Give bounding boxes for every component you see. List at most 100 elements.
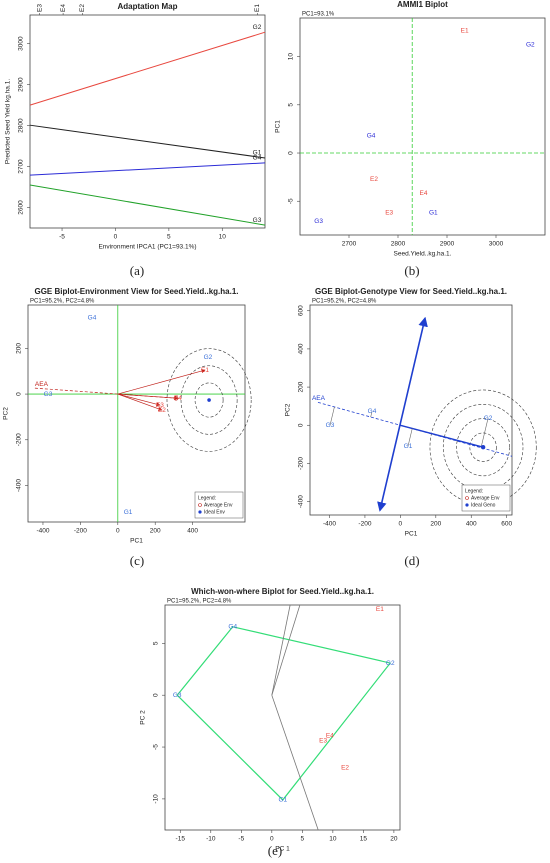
- ideal-point: [480, 445, 486, 450]
- genotype-label: G1: [278, 797, 287, 804]
- environment-label: E4: [326, 732, 334, 739]
- legend-title: Legend:: [465, 488, 483, 494]
- sector-line: [271, 604, 291, 696]
- y-tick-label: -5: [288, 198, 295, 204]
- x-tick-label: -10: [206, 836, 216, 843]
- x-tick-label: -200: [74, 528, 87, 535]
- y-axis-label: PC2: [3, 407, 10, 420]
- y-tick-label: 0: [298, 423, 305, 427]
- plot-frame: [164, 604, 401, 831]
- legend-title: Legend:: [198, 495, 216, 501]
- y-tick-label: 400: [298, 343, 305, 354]
- series-label: G1: [253, 150, 262, 157]
- y-tick-label: -200: [298, 457, 305, 470]
- y-tick-label: -400: [16, 479, 23, 492]
- y-tick-label: 0: [288, 151, 295, 155]
- x-tick-label: -400: [323, 521, 336, 528]
- sector-line: [271, 695, 319, 831]
- y-tick-label: 200: [16, 343, 23, 354]
- x-tick-label: -15: [176, 836, 186, 843]
- plot-frame: [29, 14, 266, 229]
- series-line: [29, 31, 266, 106]
- y-tick-label: 0: [153, 693, 160, 697]
- series-label: G2: [253, 24, 262, 31]
- x-tick-label: -5: [238, 836, 244, 843]
- genotype-label: G2: [204, 354, 213, 361]
- x-tick-label: 5: [167, 234, 171, 241]
- chart-title: Adaptation Map: [118, 2, 178, 11]
- genotype-label: G2: [526, 42, 535, 49]
- chart-title: Which-won-where Biplot for Seed.Yield..k…: [191, 587, 374, 596]
- y-tick-label: 600: [298, 305, 305, 316]
- x-axis-label: Environment IPCA1 (PC1=93.1%): [98, 244, 196, 251]
- ideal-vector: [400, 424, 484, 448]
- environment-label: E4: [174, 395, 182, 402]
- y-axis-label: Predicted Seed Yield kg.ha.1.: [5, 79, 12, 164]
- x-tick-label: -400: [36, 528, 49, 535]
- caption: (d): [404, 553, 419, 568]
- x-tick-label: 600: [501, 521, 512, 528]
- genotype-label: G3: [314, 218, 323, 225]
- polygon: [176, 626, 392, 801]
- environment-label: E1: [254, 4, 261, 12]
- ideal-circle: [456, 418, 510, 477]
- genotype-label: G4: [368, 408, 377, 415]
- x-tick-label: 10: [329, 836, 337, 843]
- x-tick-label: 0: [399, 521, 403, 528]
- chart-subtitle: PC1=95.2%, PC2=4.8%: [30, 299, 95, 305]
- caption: (b): [404, 263, 419, 278]
- chart-subtitle: PC1=95.2%, PC2=4.8%: [167, 599, 232, 605]
- series-label: G4: [253, 155, 262, 162]
- ideal-point: [207, 398, 211, 402]
- genotype-label: G1: [124, 509, 133, 516]
- y-tick-label: 2700: [18, 159, 25, 174]
- chart-title: GGE Biplot-Environment View for Seed.Yie…: [34, 287, 238, 296]
- ideal-circle: [469, 432, 497, 462]
- ideal-circle: [180, 365, 238, 435]
- y-tick-label: 3000: [18, 36, 25, 51]
- aea-line: [34, 387, 176, 399]
- x-axis-label: PC 1: [275, 846, 290, 853]
- legend-box: [461, 484, 511, 512]
- y-tick-label: -200: [16, 433, 23, 446]
- legend-marker: [198, 510, 202, 514]
- environment-label: E4: [60, 4, 67, 12]
- genotype-label: G3: [326, 422, 335, 429]
- projection: [370, 411, 373, 418]
- x-tick-label: 2900: [440, 241, 455, 248]
- legend-label: Ideal Env: [204, 509, 225, 515]
- x-tick-label: -5: [59, 234, 65, 241]
- x-tick-label: 400: [187, 528, 198, 535]
- aea-label: AEA: [35, 381, 49, 388]
- plot-frame: [309, 304, 513, 516]
- y-axis-label: PC1: [275, 120, 282, 133]
- aea-label: AEA: [312, 395, 326, 402]
- plot-frame: [299, 17, 546, 236]
- chart-title: AMMI1 Biplot: [397, 0, 448, 9]
- genotype-label: G2: [386, 660, 395, 667]
- y-tick-label: 10: [288, 53, 295, 61]
- x-tick-label: 0: [116, 528, 120, 535]
- x-tick-label: 2700: [342, 241, 357, 248]
- y-tick-label: -400: [298, 495, 305, 508]
- x-tick-label: -200: [358, 521, 371, 528]
- series-label: G3: [253, 217, 262, 224]
- legend-label: Average Env: [204, 502, 233, 508]
- ideal-circle: [166, 348, 252, 452]
- x-tick-label: 10: [219, 234, 227, 241]
- y-tick-label: -10: [153, 794, 160, 804]
- chart-title: GGE Biplot-Genotype View for Seed.Yield.…: [315, 287, 507, 296]
- x-tick-label: 200: [430, 521, 441, 528]
- projection: [329, 406, 335, 426]
- genotype-label: G3: [173, 692, 182, 699]
- environment-label: E2: [341, 765, 349, 772]
- chart-subtitle: PC1=93.1%: [302, 12, 335, 18]
- genotype-label: G1: [404, 443, 413, 450]
- x-tick-label: 3000: [489, 241, 504, 248]
- y-axis-label: PC 2: [140, 710, 147, 725]
- legend-box: [194, 491, 244, 519]
- environment-label: E2: [79, 4, 86, 12]
- genotype-label: G4: [88, 315, 97, 322]
- environment-label: E3: [385, 210, 393, 217]
